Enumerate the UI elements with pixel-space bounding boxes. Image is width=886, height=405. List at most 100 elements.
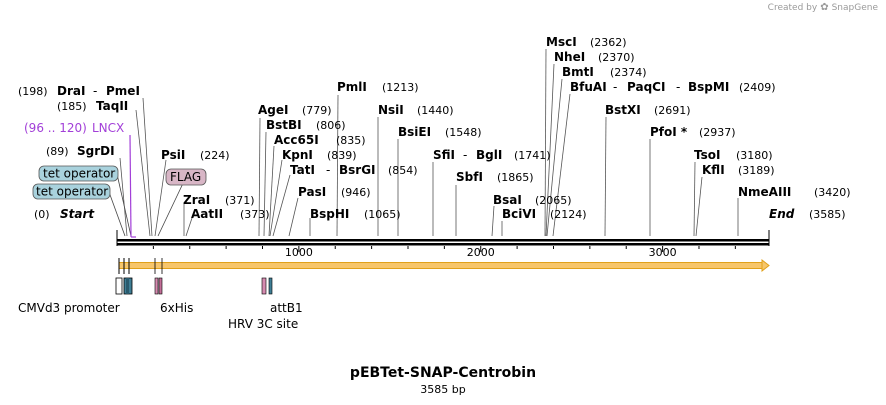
- credit: Created by ✿ SnapGene: [768, 2, 878, 13]
- bsphi-pos: (1065): [364, 208, 401, 221]
- sfi-i-pos: (1741): [514, 149, 551, 162]
- tet-operator-label-1: tet operator: [43, 167, 115, 181]
- tet-operator-badge-2[interactable]: [32, 183, 111, 200]
- lncx-primer[interactable]: (96 .. 120) LNCX: [24, 121, 136, 238]
- bsrgi-name[interactable]: BsrGI: [339, 163, 376, 177]
- 6xhis-feature-2[interactable]: [158, 277, 163, 295]
- psi-i-name[interactable]: PsiI: [161, 148, 185, 162]
- age-i-name[interactable]: AgeI: [258, 103, 288, 117]
- top-features: tet operator tet operator FLAG: [32, 165, 207, 237]
- bstbi-name[interactable]: BstBI: [266, 118, 302, 132]
- msc-i-name[interactable]: MscI: [546, 35, 577, 49]
- backbone: [116, 230, 770, 246]
- bfuai-pos: (2409): [739, 81, 776, 94]
- sgrdi-pos: (89): [46, 145, 69, 158]
- hrv-3c-site-feature[interactable]: [261, 277, 267, 295]
- bfuai-name[interactable]: BfuAI: [570, 80, 607, 94]
- dra-i-pos: (198): [18, 85, 48, 98]
- tat-i-dash: -: [326, 163, 330, 177]
- zra-i-pos: (371): [225, 194, 255, 207]
- aat-ii-name[interactable]: AatII: [191, 207, 223, 221]
- tat-i-pos: (854): [388, 164, 418, 177]
- plasmid-title: pEBTet-SNAP-Centrobin: [349, 365, 537, 381]
- bfuai-dash-1: -: [613, 80, 617, 94]
- lncx-range: (96 .. 120): [24, 121, 87, 135]
- age-i-pos: (779): [302, 104, 332, 117]
- credit-text: Created by: [767, 2, 818, 13]
- hrv-3c-site-label: HRV 3C site: [228, 317, 298, 331]
- nhe-i-name[interactable]: NheI: [554, 50, 585, 64]
- tat-i-name[interactable]: TatI: [290, 163, 315, 177]
- tso-i-pos: (3180): [736, 149, 773, 162]
- bsa-i-name[interactable]: BsaI: [493, 193, 522, 207]
- lncx-name: LNCX: [92, 121, 124, 135]
- start-label: Start: [60, 207, 95, 221]
- attb1-feature[interactable]: [268, 277, 273, 295]
- end-pos: (3585): [809, 208, 846, 221]
- ruler-tick-label: 3000: [649, 246, 677, 259]
- nmeaiii-name[interactable]: NmeAIII: [738, 185, 791, 199]
- tet-operator-badge-1[interactable]: [38, 165, 119, 182]
- msc-i-pos: (2362): [590, 36, 627, 49]
- dra-i-dash: -: [93, 84, 97, 98]
- nsi-i-pos: (1440): [417, 104, 454, 117]
- pas-i-name[interactable]: PasI: [298, 185, 326, 199]
- dra-i-name[interactable]: DraI: [57, 84, 85, 98]
- flag-badge[interactable]: [165, 168, 207, 186]
- bmt-i-pos: (2374): [610, 66, 647, 79]
- 6xhis-label: 6xHis: [160, 301, 193, 315]
- bottom-features: CMVd3 promoter 6xHis HRV 3C site attB1: [18, 258, 303, 331]
- bcivi-pos: (2124): [550, 208, 587, 221]
- taq-ii-pos: (185): [57, 100, 87, 113]
- kfl-i-name[interactable]: KflI: [702, 163, 725, 177]
- sfi-i-dash: -: [463, 148, 467, 162]
- nsi-i-name[interactable]: NsiI: [378, 103, 404, 117]
- pfo-i-pos: (2937): [699, 126, 736, 139]
- tet-operator-label-2: tet operator: [36, 185, 108, 199]
- pme-i-name[interactable]: PmeI: [106, 84, 140, 98]
- zra-i-name[interactable]: ZraI: [183, 193, 210, 207]
- start-pos: (0): [34, 208, 50, 221]
- bstbi-pos: (806): [316, 119, 346, 132]
- sgrdi-name[interactable]: SgrDI: [77, 144, 115, 158]
- ruler-tick-label: 2000: [467, 246, 495, 259]
- leader-lines: [119, 48, 739, 237]
- cmvd3-promoter-block-2[interactable]: [126, 278, 129, 294]
- sbf-i-pos: (1865): [497, 171, 534, 184]
- bgl-i-name[interactable]: BglI: [476, 148, 502, 162]
- cmvd3-promoter-feature[interactable]: [115, 277, 123, 295]
- pml-i-name[interactable]: PmlI: [337, 80, 367, 94]
- brand-name: SnapGene: [831, 2, 878, 13]
- flag-label: FLAG: [170, 170, 201, 184]
- pfo-i-name[interactable]: PfoI *: [650, 125, 688, 139]
- tso-i-name[interactable]: TsoI: [694, 148, 720, 162]
- sfi-i-name[interactable]: SfiI: [433, 148, 455, 162]
- 6xhis-feature[interactable]: [154, 277, 159, 295]
- enzyme-labels: (198) DraI - PmeI (185) TaqII (89) SgrDI…: [18, 35, 851, 221]
- bstxi-name[interactable]: BstXI: [605, 103, 641, 117]
- paqci-name[interactable]: PaqCI: [627, 80, 665, 94]
- sbf-i-name[interactable]: SbfI: [456, 170, 483, 184]
- ruler-tick-label: 1000: [285, 246, 313, 259]
- bstxi-pos: (2691): [654, 104, 691, 117]
- orf-arrow[interactable]: [118, 258, 770, 273]
- psi-i-pos: (224): [200, 149, 230, 162]
- kpn-i-name[interactable]: KpnI: [282, 148, 313, 162]
- bsiei-name[interactable]: BsiEI: [398, 125, 431, 139]
- acc65i-name[interactable]: Acc65I: [274, 133, 319, 147]
- end-label: End: [769, 207, 795, 221]
- bsa-i-pos: (2065): [535, 194, 572, 207]
- ruler: 1000 2000 3000: [152, 246, 736, 259]
- bcivi-name[interactable]: BciVI: [502, 207, 536, 221]
- kfl-i-pos: (3189): [738, 164, 775, 177]
- bmt-i-name[interactable]: BmtI: [562, 65, 594, 79]
- taq-ii-name[interactable]: TaqII: [96, 99, 128, 113]
- bspmi-name[interactable]: BspMI: [688, 80, 729, 94]
- snapgene-logo-icon: ✿: [820, 2, 829, 13]
- bsphi-name[interactable]: BspHI: [310, 207, 349, 221]
- pas-i-pos: (946): [341, 186, 371, 199]
- attb1-label: attB1: [270, 301, 303, 315]
- cmvd3-promoter-label: CMVd3 promoter: [18, 301, 120, 315]
- bsiei-pos: (1548): [445, 126, 482, 139]
